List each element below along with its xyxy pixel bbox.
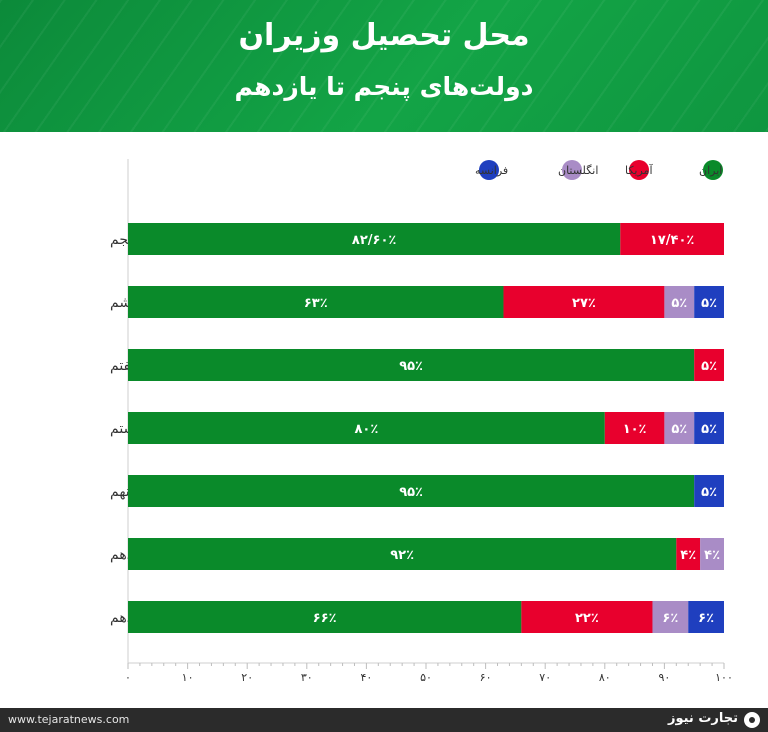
bar-segment xyxy=(664,412,695,444)
bar-value-label: ۸۲/۶۰٪ xyxy=(352,233,396,248)
header-pattern xyxy=(0,0,768,132)
footer-url[interactable]: www.tejaratnews.com xyxy=(8,713,130,726)
bar-value-label: ۶٪ xyxy=(662,611,678,626)
bar-segment xyxy=(694,349,724,381)
bar-segment xyxy=(676,538,701,570)
bar-value-label: ۴٪ xyxy=(704,548,720,563)
bar-segment xyxy=(128,538,677,570)
footer-brand: تجارت نیوز xyxy=(667,711,738,726)
bar-value-label: ۵٪ xyxy=(701,485,717,500)
x-tick-label: ۵۰ xyxy=(420,671,432,684)
bar-value-label: ۵٪ xyxy=(701,359,717,374)
bar-value-label: ۴٪ xyxy=(680,548,696,563)
bar-segment xyxy=(128,349,695,381)
bar-segment xyxy=(128,412,605,444)
x-tick-label: ۱۰ xyxy=(182,671,194,684)
header-banner: محل تحصیل وزیران دولت‌های پنجم تا یازدهم xyxy=(0,0,768,132)
bar-value-label: ۶۶٪ xyxy=(313,611,337,626)
x-tick-label: ۴۰ xyxy=(360,671,372,684)
bar-segment xyxy=(604,412,665,444)
x-tick-label: ۷۰ xyxy=(539,671,551,684)
x-tick-label: ۸۰ xyxy=(599,671,611,684)
bar-value-label: ۶٪ xyxy=(698,611,714,626)
x-tick-label: ۹۰ xyxy=(658,671,670,684)
bar-value-label: ۱۰٪ xyxy=(623,422,647,437)
bar-value-label: ۵٪ xyxy=(701,296,717,311)
bar-value-label: ۲۲٪ xyxy=(575,611,599,626)
bar-segment xyxy=(688,601,724,633)
bar-value-label: ۱۷/۴۰٪ xyxy=(650,233,694,248)
chart-subtitle: دولت‌های پنجم تا یازدهم xyxy=(234,72,534,101)
tejarat-news-logo-icon xyxy=(744,712,760,728)
bar-value-label: ۵٪ xyxy=(671,422,687,437)
bar-value-label: ۶۳٪ xyxy=(304,296,328,311)
bar-value-label: ۵٪ xyxy=(701,422,717,437)
bar-value-label: ۲۷٪ xyxy=(572,296,596,311)
x-tick-label: ۱۰۰ xyxy=(715,671,733,684)
bar-segment xyxy=(694,412,724,444)
legend-label: انگلستان xyxy=(558,164,598,177)
bar-value-label: ۹۵٪ xyxy=(399,485,423,500)
stacked-bar-chart: ۰ ۱۰ ۲۰ ۳۰ ۴۰ ۵۰ ۶۰ ۷۰ ۸۰ ۹۰ ۱۰۰ ایران آمریکا انگلستا… xyxy=(110,159,733,684)
bar-segment xyxy=(128,601,522,633)
x-tick-label: ۳۰ xyxy=(301,671,313,684)
bar-segment xyxy=(620,223,724,255)
bar-segment xyxy=(503,286,665,318)
footer-bar: www.tejaratnews.com تجارت نیوز xyxy=(0,708,768,732)
x-tick-label: ۰ xyxy=(125,671,131,684)
legend-swatch xyxy=(703,160,723,180)
bar-segment xyxy=(128,475,695,507)
x-tick-label: ۲۰ xyxy=(241,671,253,684)
legend-label: آمریکا xyxy=(625,163,653,177)
bar-value-label: ۹۵٪ xyxy=(399,359,423,374)
bar-value-label: ۵٪ xyxy=(671,296,687,311)
bar-segment xyxy=(652,601,689,633)
chart-title: محل تحصیل وزیران xyxy=(238,18,530,53)
bar-segment xyxy=(664,286,695,318)
x-tick-label: ۶۰ xyxy=(480,671,492,684)
bar-segment xyxy=(521,601,653,633)
bar-segment xyxy=(128,286,504,318)
bar-segment xyxy=(694,286,724,318)
legend-swatch xyxy=(479,160,499,180)
bar-value-label: ۸۰٪ xyxy=(354,422,378,437)
legend-swatch xyxy=(629,160,649,180)
legend-label: ایران xyxy=(699,164,722,177)
legend-swatch xyxy=(562,160,582,180)
bar-segment xyxy=(128,223,621,255)
bar-value-label: ۹۲٪ xyxy=(390,548,414,563)
legend-label: فرانسه xyxy=(475,164,508,177)
bar-segment xyxy=(700,538,724,570)
bar-segment xyxy=(694,475,724,507)
